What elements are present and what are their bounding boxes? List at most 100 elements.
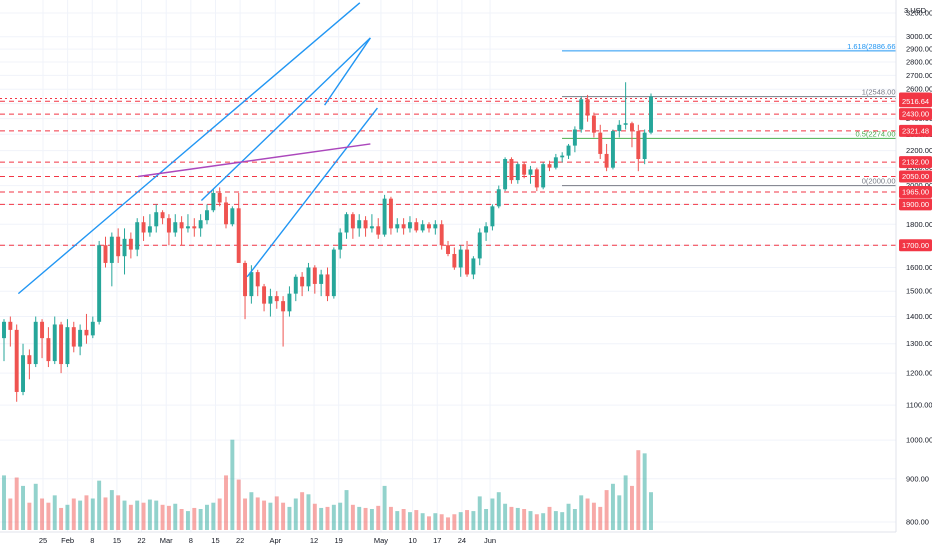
candle-body[interactable] — [509, 159, 514, 181]
candle-body[interactable] — [414, 222, 419, 231]
candle-body[interactable] — [14, 329, 19, 392]
candle-body[interactable] — [553, 157, 558, 168]
candle-body[interactable] — [179, 222, 184, 229]
candle-body[interactable] — [630, 123, 634, 132]
candle-body[interactable] — [585, 99, 590, 116]
candle-body[interactable] — [40, 321, 45, 339]
candle-body[interactable] — [401, 224, 406, 229]
candle-body[interactable] — [471, 258, 476, 275]
channel-line[interactable] — [246, 107, 378, 278]
candle-body[interactable] — [325, 274, 330, 297]
candle-body[interactable] — [566, 145, 571, 156]
candle-body[interactable] — [484, 226, 489, 233]
candle-body[interactable] — [27, 355, 32, 365]
candle-body[interactable] — [90, 321, 95, 336]
candle-body[interactable] — [59, 324, 64, 365]
candle-body[interactable] — [236, 208, 241, 263]
candle-body[interactable] — [154, 212, 159, 227]
candle-body[interactable] — [439, 224, 444, 246]
candle-body[interactable] — [534, 169, 539, 188]
candle-body[interactable] — [458, 249, 463, 268]
candle-body[interactable] — [357, 220, 362, 229]
candle-body[interactable] — [262, 286, 267, 304]
candle-body[interactable] — [147, 226, 152, 233]
candle-body[interactable] — [591, 115, 596, 133]
candle-body[interactable] — [230, 208, 235, 225]
candle-body[interactable] — [255, 272, 260, 287]
candle-body[interactable] — [306, 267, 311, 287]
candle-body[interactable] — [122, 238, 127, 257]
candle-body[interactable] — [610, 131, 615, 168]
candle-body[interactable] — [376, 226, 381, 235]
candle-body[interactable] — [166, 218, 171, 233]
candle-body[interactable] — [382, 198, 387, 235]
candle-body[interactable] — [103, 245, 108, 263]
candle-body[interactable] — [623, 123, 628, 125]
candle-body[interactable] — [249, 272, 254, 297]
candle-body[interactable] — [128, 238, 133, 250]
candle-body[interactable] — [363, 220, 368, 229]
candle-body[interactable] — [211, 192, 216, 211]
candle-body[interactable] — [205, 210, 209, 221]
candle-body[interactable] — [427, 224, 431, 229]
candle-body[interactable] — [395, 224, 400, 229]
candle-body[interactable] — [287, 293, 292, 312]
candle-body[interactable] — [97, 245, 102, 322]
candle-body[interactable] — [547, 164, 552, 168]
candle-body[interactable] — [560, 155, 565, 158]
candle-body[interactable] — [541, 164, 546, 188]
candle-body[interactable] — [224, 202, 228, 225]
candle-body[interactable] — [160, 212, 165, 219]
candle-body[interactable] — [21, 355, 25, 392]
candle-body[interactable] — [388, 198, 393, 229]
candle-body[interactable] — [141, 222, 146, 233]
candle-body[interactable] — [572, 129, 577, 146]
channel-line[interactable] — [17, 2, 361, 295]
candle-body[interactable] — [198, 220, 203, 229]
candle-body[interactable] — [185, 226, 190, 229]
candle-body[interactable] — [649, 96, 653, 133]
candle-body[interactable] — [331, 249, 336, 297]
candle-body[interactable] — [173, 222, 178, 233]
candle-body[interactable] — [465, 249, 470, 275]
candle-body[interactable] — [293, 276, 298, 294]
candle-body[interactable] — [33, 321, 38, 365]
candle-body[interactable] — [420, 224, 425, 231]
candle-body[interactable] — [71, 327, 76, 347]
candle-body[interactable] — [192, 226, 197, 229]
candle-body[interactable] — [490, 206, 495, 227]
candle-body[interactable] — [217, 192, 222, 203]
candle-body[interactable] — [515, 164, 520, 181]
candle-body[interactable] — [446, 245, 450, 254]
candle-body[interactable] — [319, 274, 324, 284]
candle-body[interactable] — [281, 301, 286, 312]
candle-body[interactable] — [2, 321, 6, 339]
candle-body[interactable] — [274, 296, 279, 302]
candle-body[interactable] — [528, 169, 533, 175]
candle-body[interactable] — [636, 131, 641, 160]
candle-body[interactable] — [407, 222, 412, 229]
trend-line[interactable] — [137, 143, 371, 178]
candle-body[interactable] — [496, 189, 501, 207]
candle-body[interactable] — [477, 232, 482, 259]
candle-body[interactable] — [243, 262, 248, 297]
candle-body[interactable] — [350, 214, 355, 229]
candle-body[interactable] — [46, 338, 51, 362]
candle-body[interactable] — [312, 267, 317, 284]
candle-body[interactable] — [522, 164, 527, 175]
candle-body[interactable] — [65, 327, 70, 365]
candle-body[interactable] — [604, 153, 609, 168]
candle-body[interactable] — [78, 329, 83, 347]
trend-channels[interactable] — [17, 2, 378, 295]
candle-body[interactable] — [642, 132, 647, 160]
candles[interactable] — [2, 82, 653, 402]
candle-body[interactable] — [268, 296, 273, 304]
candle-body[interactable] — [52, 324, 57, 362]
candle-body[interactable] — [338, 232, 343, 250]
candle-body[interactable] — [8, 321, 13, 330]
candle-body[interactable] — [344, 214, 349, 233]
candle-body[interactable] — [617, 124, 622, 132]
candle-body[interactable] — [452, 253, 457, 268]
